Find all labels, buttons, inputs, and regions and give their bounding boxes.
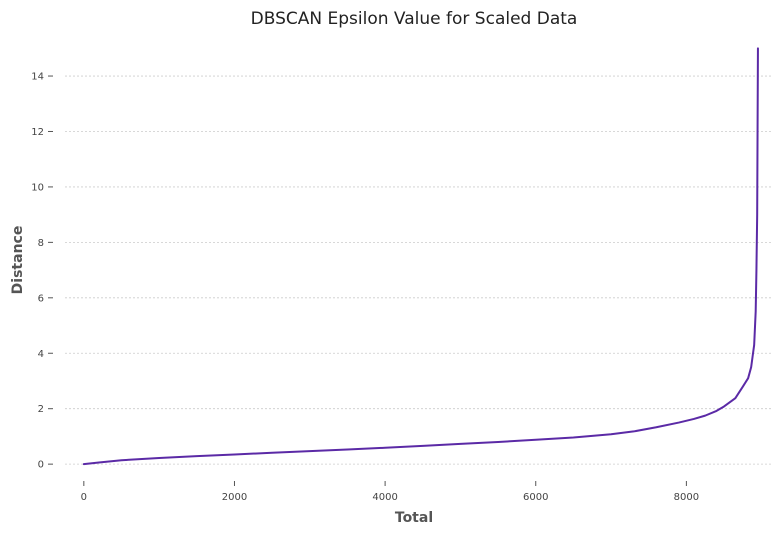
- chart-title: DBSCAN Epsilon Value for Scaled Data: [251, 9, 578, 29]
- y-tick-label-7: 14: [31, 72, 44, 83]
- y-tick-label-4: 8: [38, 238, 44, 249]
- y-tick-label-0: 0: [38, 460, 44, 471]
- x-tick-label-3: 6000: [523, 492, 548, 503]
- y-tick-label-1: 2: [38, 404, 44, 415]
- x-tick-label-4: 8000: [674, 492, 699, 503]
- y-tick-label-3: 6: [38, 293, 44, 304]
- series-layer: [82, 47, 759, 466]
- y-axis-label: Distance: [10, 226, 26, 295]
- series-line-0: [82, 47, 759, 466]
- y-axis-ticks: 0 2 4 6 8 10 12 14: [31, 72, 53, 471]
- y-tick-label-2: 4: [38, 349, 44, 360]
- x-tick-label-2: 4000: [372, 492, 397, 503]
- y-tick-label-5: 10: [31, 182, 44, 193]
- y-tick-label-6: 12: [31, 127, 44, 138]
- x-tick-label-0: 0: [81, 492, 87, 503]
- x-tick-label-1: 2000: [222, 492, 247, 503]
- grid-lines: [65, 75, 773, 465]
- x-axis-label: Total: [395, 510, 433, 526]
- x-axis-ticks: 0 2000 4000 6000 8000: [81, 481, 699, 503]
